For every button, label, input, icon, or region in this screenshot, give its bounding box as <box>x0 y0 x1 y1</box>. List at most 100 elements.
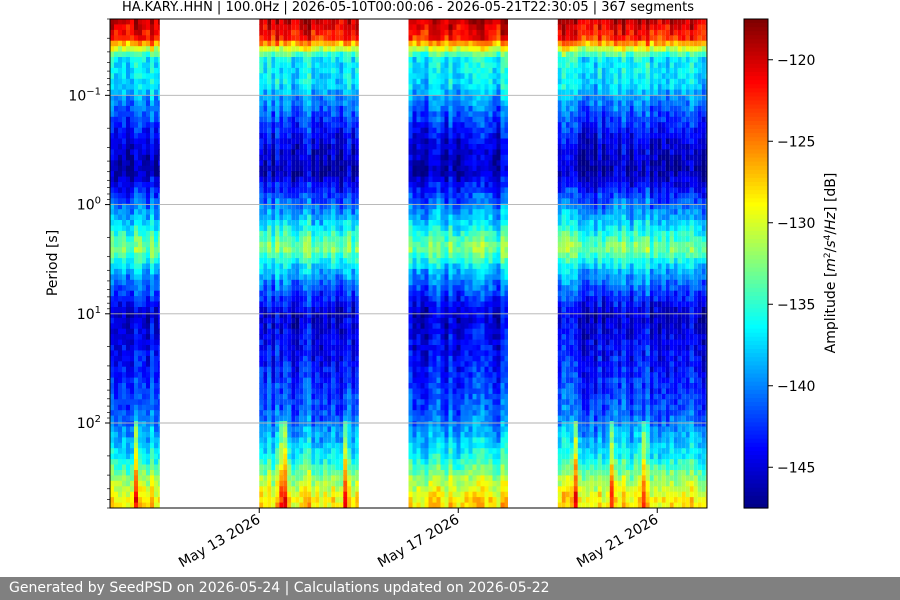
x-axis: May 13 2026 May 17 2026 May 21 2026 <box>176 508 661 571</box>
colorbar-tick-label: −135 <box>777 297 815 313</box>
colorbar-step <box>744 287 768 293</box>
colorbar-step <box>744 186 768 191</box>
colorbar-step <box>744 259 768 265</box>
colorbar-step <box>744 283 768 289</box>
colorbar-step <box>744 292 768 297</box>
colorbar-tick-label: −120 <box>777 53 815 69</box>
x-tick-label: May 13 2026 <box>176 512 263 572</box>
colorbar-step <box>744 112 768 118</box>
y-tick-label: 100 <box>77 196 101 214</box>
colorbar-step <box>744 230 768 236</box>
colorbar-step <box>744 239 768 244</box>
colorbar-step <box>744 153 768 159</box>
colorbar-step <box>744 108 768 114</box>
colorbar-step <box>744 55 768 61</box>
colorbar-step <box>744 76 768 81</box>
colorbar-step <box>744 206 768 212</box>
colorbar-step <box>744 137 768 142</box>
colorbar-step <box>744 316 768 322</box>
colorbar-step <box>744 47 768 53</box>
y-tick-label: 102 <box>77 414 101 432</box>
colorbar-tick-label: −140 <box>777 379 815 395</box>
colorbar-frame <box>743 18 769 509</box>
colorbar-step <box>744 487 768 493</box>
colorbar-step <box>744 397 768 403</box>
colorbar-step <box>744 328 768 334</box>
colorbar-step <box>744 402 768 407</box>
colorbar-step <box>744 430 768 436</box>
colorbar-step <box>744 218 768 224</box>
colorbar-step <box>744 51 768 57</box>
colorbar-step <box>744 308 768 313</box>
colorbar-step <box>744 320 768 326</box>
grid-lines <box>110 94 707 424</box>
colorbar-step <box>744 340 768 346</box>
colorbar-step <box>744 271 768 277</box>
colorbar-step <box>744 410 768 415</box>
colorbar-step <box>744 389 768 395</box>
colorbar-step <box>744 19 768 24</box>
colorbar-step <box>744 104 768 110</box>
colorbar-step <box>744 267 768 273</box>
colorbar-step <box>744 63 768 69</box>
colorbar-step <box>744 296 768 301</box>
colorbar-step <box>744 304 768 309</box>
colorbar-step <box>744 27 768 32</box>
spectrogram-segment <box>259 19 359 508</box>
colorbar-step <box>744 438 768 444</box>
colorbar-step <box>744 414 768 419</box>
colorbar-step <box>744 145 768 150</box>
colorbar-step <box>744 222 768 228</box>
colorbar-step <box>744 251 768 256</box>
colorbar-step <box>744 100 768 106</box>
colorbar-step <box>744 491 768 497</box>
colorbar-step <box>744 198 768 203</box>
y-tick-label: 10−1 <box>68 86 101 104</box>
colorbar-step <box>744 332 768 338</box>
plot-frame <box>109 18 708 509</box>
colorbar-tick-label: −130 <box>777 216 815 232</box>
y-axis-label: Period [s] <box>45 230 61 296</box>
colorbar-step <box>744 243 768 248</box>
colorbar-step <box>744 92 768 98</box>
spectrogram-segment <box>110 19 160 508</box>
colorbar-step <box>744 422 768 428</box>
colorbar-step <box>744 377 768 383</box>
colorbar-step <box>744 190 768 195</box>
colorbar-step <box>744 467 768 472</box>
colorbar-step <box>744 169 768 175</box>
colorbar-step <box>744 255 768 261</box>
colorbar-step <box>744 31 768 36</box>
spectrogram-heatmap <box>110 19 707 508</box>
colorbar-step <box>744 406 768 411</box>
footer-text: Generated by SeedPSD on 2026-05-24 | Cal… <box>9 580 550 596</box>
colorbar-step <box>744 365 768 371</box>
colorbar-step <box>744 353 768 358</box>
colorbar-tick-label: −145 <box>777 460 815 476</box>
colorbar-step <box>744 71 768 77</box>
colorbar-step <box>744 96 768 102</box>
colorbar: −120 −125 −130 −135 −140 −145 <box>743 18 815 509</box>
colorbar-step <box>744 361 768 366</box>
colorbar-step <box>744 149 768 155</box>
colorbar-step <box>744 499 768 505</box>
footer-bar: Generated by SeedPSD on 2026-05-24 | Cal… <box>0 577 900 600</box>
colorbar-step <box>744 357 768 362</box>
colorbar-step <box>744 393 768 399</box>
colorbar-label: Amplitude [m2/s4/Hz] [dB] <box>823 173 839 354</box>
colorbar-step <box>744 463 768 468</box>
colorbar-step <box>744 124 768 130</box>
colorbar-step <box>744 157 768 163</box>
colorbar-step <box>744 471 768 476</box>
colorbar-step <box>744 434 768 440</box>
colorbar-step <box>744 173 768 179</box>
colorbar-step <box>744 450 768 456</box>
y-axis: 10−1 100 101 102 <box>68 18 110 509</box>
colorbar-step <box>744 275 768 281</box>
spectrogram-segment <box>408 19 508 508</box>
colorbar-step <box>744 182 768 187</box>
colorbar-step <box>744 300 768 305</box>
x-tick-label: May 21 2026 <box>574 512 661 572</box>
colorbar-step <box>744 194 768 199</box>
